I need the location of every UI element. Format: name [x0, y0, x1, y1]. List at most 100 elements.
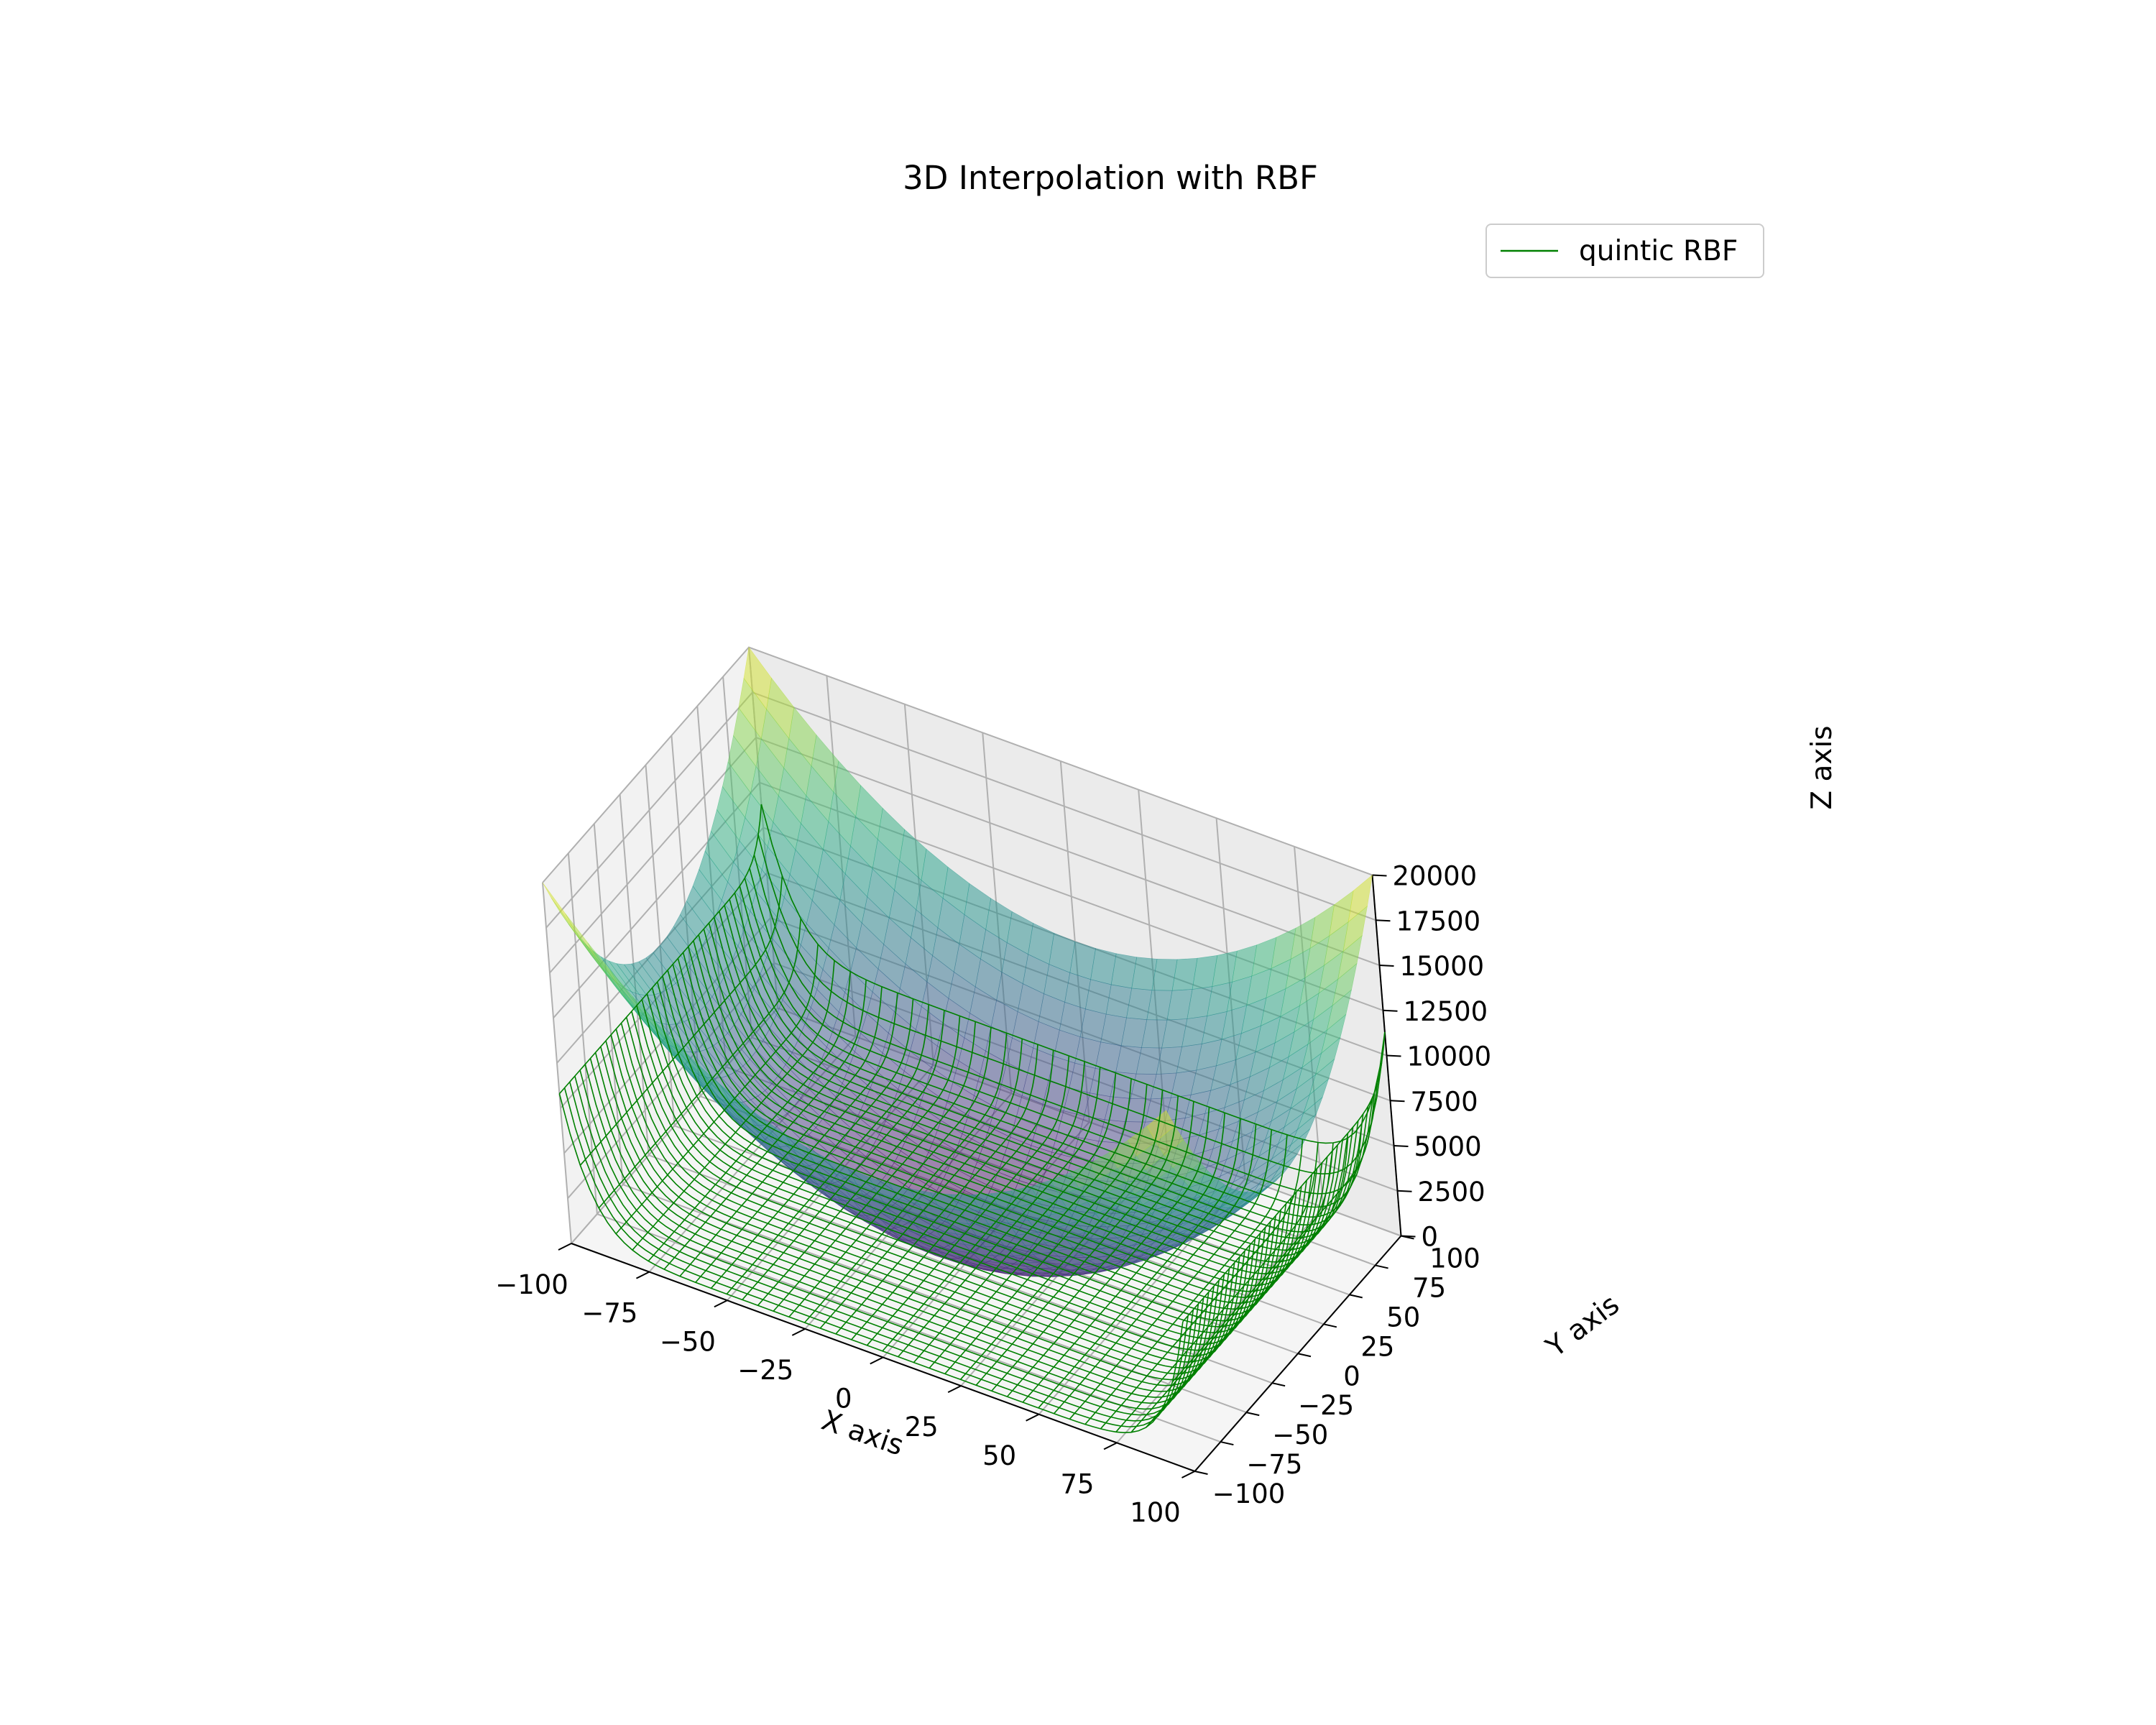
y-tick-mark — [1297, 1353, 1312, 1358]
y-tick-mark — [1349, 1294, 1363, 1299]
wireframe-line-y — [579, 1070, 1204, 1410]
y-tick-mark — [1375, 1264, 1388, 1269]
legend-label: quintic RBF — [1579, 235, 1738, 267]
wireframe-line-y — [605, 1040, 1230, 1381]
x-tick-label: 50 — [982, 1440, 1016, 1471]
wireframe-series — [558, 804, 1386, 1434]
y-tick-label: 50 — [1386, 1302, 1420, 1333]
wireframe-line-y — [749, 868, 1374, 1208]
wireframe-line-y — [589, 1058, 1215, 1398]
z-tick-mark — [1376, 919, 1391, 922]
z-tick-label: 0 — [1422, 1222, 1439, 1253]
x-tick-label: −25 — [737, 1355, 793, 1386]
x-tick-label: −50 — [660, 1326, 716, 1357]
z-tick-label: 15000 — [1400, 951, 1485, 982]
y-tick-label: 25 — [1360, 1331, 1394, 1362]
z-tick-label: 10000 — [1407, 1041, 1492, 1072]
wireframe-line-y — [610, 1034, 1235, 1375]
wireframe-line-y — [600, 1046, 1225, 1386]
y-tick-mark — [1246, 1412, 1260, 1417]
wireframe-line-y — [667, 970, 1292, 1310]
wireframe-line-y — [760, 804, 1386, 1144]
y-tick-label: 75 — [1412, 1272, 1446, 1303]
z-tick-label: 7500 — [1411, 1086, 1478, 1117]
x-tick-label: 75 — [1061, 1468, 1095, 1499]
x-tick-mark — [1181, 1471, 1195, 1478]
wireframe-line-y — [703, 929, 1328, 1269]
x-tick-label: 100 — [1130, 1497, 1181, 1528]
wireframe-line-y — [688, 946, 1313, 1287]
z-tick-mark — [1379, 965, 1394, 967]
x-tick-mark — [791, 1328, 806, 1336]
y-tick-mark — [1271, 1382, 1286, 1387]
wireframe-line-y — [563, 1087, 1189, 1427]
wireframe-line-y — [625, 1016, 1250, 1357]
chart-title: 3D Interpolation with RBF — [903, 159, 1318, 197]
z-tick-label: 12500 — [1404, 996, 1488, 1027]
wireframe-line-y — [744, 878, 1369, 1218]
wireframe-line-y — [651, 988, 1276, 1328]
wireframe-line-y — [724, 905, 1349, 1245]
y-tick-label: −25 — [1298, 1390, 1354, 1421]
z-tick-label: 17500 — [1396, 906, 1481, 937]
wireframe-line-y — [672, 964, 1297, 1304]
wireframe-line-y — [594, 1052, 1220, 1392]
wireframe-line-y — [739, 886, 1364, 1226]
wireframe-line-y — [574, 1075, 1199, 1416]
x-tick-mark — [635, 1271, 650, 1279]
wireframe-line-y — [682, 952, 1307, 1292]
wireframe-line-y — [569, 1082, 1194, 1422]
wireframe-line-y — [656, 981, 1281, 1322]
wireframe-line-y — [693, 940, 1318, 1281]
y-tick-mark — [1323, 1323, 1337, 1328]
wireframe-line-y — [646, 993, 1271, 1333]
wireframe-line-y — [677, 958, 1302, 1298]
tick-labels: −100−75−50−250255075100−100−75−50−250255… — [495, 861, 1491, 1529]
legend: quintic RBF — [1485, 224, 1764, 278]
x-tick-mark — [1026, 1413, 1040, 1422]
y-tick-mark — [1220, 1441, 1234, 1446]
x-tick-mark — [558, 1243, 572, 1251]
z-tick-label: 2500 — [1418, 1177, 1485, 1208]
x-tick-mark — [714, 1300, 728, 1308]
x-tick-label: 25 — [905, 1412, 939, 1443]
y-tick-label: −100 — [1212, 1478, 1286, 1509]
y-tick-label: 100 — [1429, 1243, 1480, 1274]
wireframe-line-y — [615, 1029, 1240, 1368]
wireframe-line-y — [729, 898, 1354, 1239]
x-tick-mark — [1103, 1442, 1118, 1450]
y-tick-label: −50 — [1272, 1420, 1328, 1450]
wireframe-line-y — [636, 1005, 1261, 1346]
wireframe-line-y — [719, 911, 1344, 1251]
wireframe-line-y — [734, 893, 1359, 1233]
x-tick-label: 0 — [835, 1384, 852, 1414]
wireframe-line-y — [757, 834, 1383, 1175]
wireframe-line-y — [708, 922, 1333, 1263]
legend-frame — [1485, 224, 1764, 278]
z-tick-label: 20000 — [1393, 861, 1478, 892]
wireframe-line-y — [584, 1064, 1210, 1404]
wireframe-line-y — [620, 1023, 1245, 1363]
wireframe-line-y — [631, 1011, 1256, 1351]
y-tick-mark — [1194, 1471, 1208, 1475]
axis-lines — [558, 874, 1416, 1478]
x-tick-label: −75 — [581, 1298, 637, 1329]
z-tick-mark — [1372, 874, 1387, 877]
y-tick-label: −75 — [1246, 1449, 1302, 1480]
x-tick-mark — [947, 1385, 962, 1394]
z-tick-label: 5000 — [1414, 1131, 1482, 1162]
x-tick-label: −100 — [495, 1269, 568, 1300]
z-tick-mark — [1397, 1190, 1412, 1192]
wireframe-line-y — [753, 855, 1378, 1195]
z-tick-mark — [1401, 1235, 1416, 1238]
wireframe-line-y — [662, 975, 1287, 1316]
z-tick-mark — [1386, 1054, 1401, 1057]
wireframe-line-y — [713, 916, 1338, 1257]
z-tick-mark — [1390, 1100, 1405, 1103]
wireframe-line-y — [558, 1093, 1184, 1434]
x-tick-mark — [870, 1356, 884, 1365]
y-tick-label: 0 — [1343, 1361, 1360, 1392]
wireframe-line-y — [698, 934, 1323, 1274]
wireframe-line-y — [641, 999, 1266, 1340]
